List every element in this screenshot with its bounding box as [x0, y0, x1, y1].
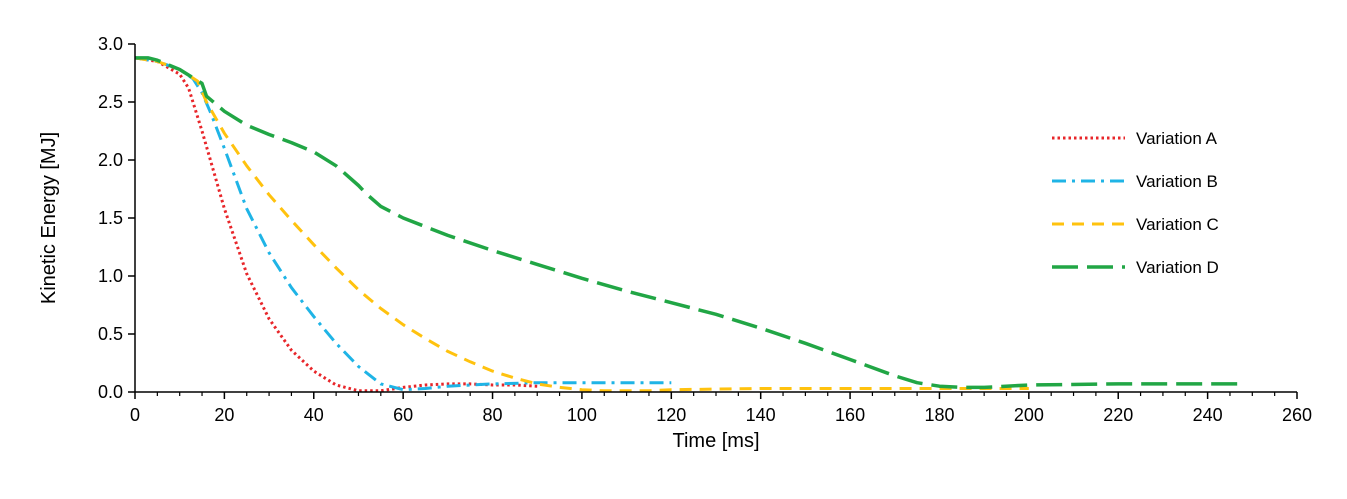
legend-label: Variation D — [1136, 258, 1219, 277]
y-tick-label: 3.0 — [98, 34, 123, 54]
x-tick-label: 220 — [1103, 405, 1133, 425]
x-tick-label: 40 — [304, 405, 324, 425]
series-layer — [134, 56, 1244, 393]
series-line-variation-d — [135, 56, 1244, 390]
x-tick-label: 20 — [214, 405, 234, 425]
y-tick-label: 1.0 — [98, 266, 123, 286]
tick-layer: 0 20 40 60 80 100 120 140 160 180 200 220 240 260 0.0 0… — [98, 34, 1312, 425]
y-tick-label: 2.0 — [98, 150, 123, 170]
legend-label: Variation A — [1136, 129, 1218, 148]
x-tick-label: 80 — [483, 405, 503, 425]
y-axis-title: Kinetic Energy [MJ] — [38, 132, 60, 304]
legend: Variation A Variation B Variation C Variati… — [1052, 129, 1219, 277]
x-tick-label: 160 — [835, 405, 865, 425]
x-axis-title: Time [ms] — [672, 430, 759, 452]
y-tick-label: 0.5 — [98, 324, 123, 344]
x-tick-label: 140 — [746, 405, 776, 425]
series-line-variation-b — [134, 56, 672, 392]
x-tick-label: 180 — [924, 405, 954, 425]
x-tick-label: 260 — [1282, 405, 1312, 425]
series-line-variation-a — [134, 56, 538, 393]
x-tick-label: 120 — [656, 405, 686, 425]
x-tick-label: 0 — [130, 405, 140, 425]
y-tick-label: 1.5 — [98, 208, 123, 228]
y-tick-label: 2.5 — [98, 92, 123, 112]
series-line-variation-c — [134, 56, 1029, 393]
x-tick-label: 60 — [393, 405, 413, 425]
legend-label: Variation B — [1136, 172, 1218, 191]
x-tick-label: 240 — [1193, 405, 1223, 425]
legend-label: Variation C — [1136, 215, 1219, 234]
axes-layer — [134, 44, 1297, 393]
y-tick-label: 0.0 — [98, 382, 123, 402]
x-tick-label: 100 — [567, 405, 597, 425]
x-tick-label: 200 — [1014, 405, 1044, 425]
